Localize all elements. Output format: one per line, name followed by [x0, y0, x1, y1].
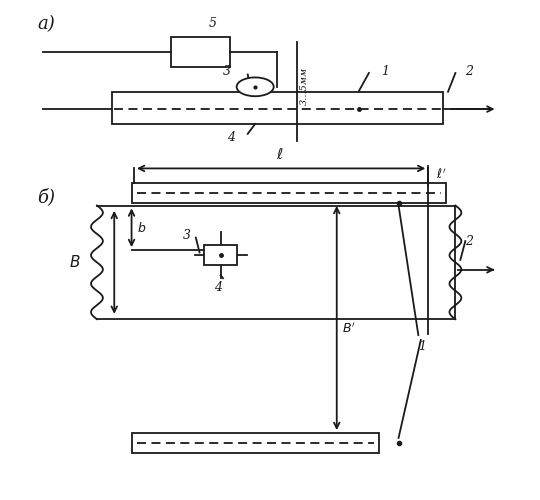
Text: $b$: $b$ — [138, 221, 147, 235]
Bar — [205, 244, 237, 266]
Bar — [171, 38, 231, 67]
Text: $B'$: $B'$ — [342, 322, 355, 336]
Text: $\ell'$: $\ell'$ — [436, 168, 446, 182]
Text: 5: 5 — [209, 17, 217, 30]
Text: 1: 1 — [418, 340, 427, 353]
Bar — [112, 92, 443, 124]
Text: 3...5мм: 3...5мм — [300, 67, 309, 105]
Ellipse shape — [237, 78, 274, 96]
Text: 4: 4 — [227, 131, 235, 144]
Text: 1: 1 — [381, 64, 389, 78]
Text: $B$: $B$ — [69, 254, 80, 270]
Text: б): б) — [38, 188, 56, 206]
Text: 4: 4 — [214, 280, 222, 293]
Text: 3: 3 — [222, 64, 231, 78]
Text: $\ell$: $\ell$ — [276, 147, 284, 162]
Text: 2: 2 — [465, 234, 473, 248]
Bar — [132, 183, 445, 203]
Text: a): a) — [38, 15, 56, 33]
Text: 3: 3 — [183, 228, 191, 241]
Bar — [132, 433, 379, 452]
Text: 2: 2 — [465, 64, 473, 78]
